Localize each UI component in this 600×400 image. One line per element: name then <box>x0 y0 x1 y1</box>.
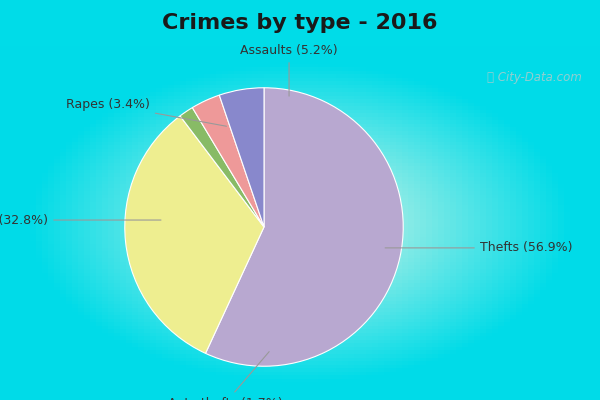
Text: Rapes (3.4%): Rapes (3.4%) <box>66 98 226 126</box>
Wedge shape <box>180 108 264 227</box>
Text: Crimes by type - 2016: Crimes by type - 2016 <box>162 13 438 33</box>
Wedge shape <box>206 88 403 366</box>
Wedge shape <box>220 88 264 227</box>
Wedge shape <box>125 116 264 353</box>
Text: Auto thefts (1.7%): Auto thefts (1.7%) <box>168 352 283 400</box>
Text: Assaults (5.2%): Assaults (5.2%) <box>240 44 338 96</box>
Wedge shape <box>193 95 264 227</box>
Text: Thefts (56.9%): Thefts (56.9%) <box>385 241 572 254</box>
Text: Burglaries (32.8%): Burglaries (32.8%) <box>0 214 161 226</box>
Text: ⓘ City-Data.com: ⓘ City-Data.com <box>487 71 582 84</box>
